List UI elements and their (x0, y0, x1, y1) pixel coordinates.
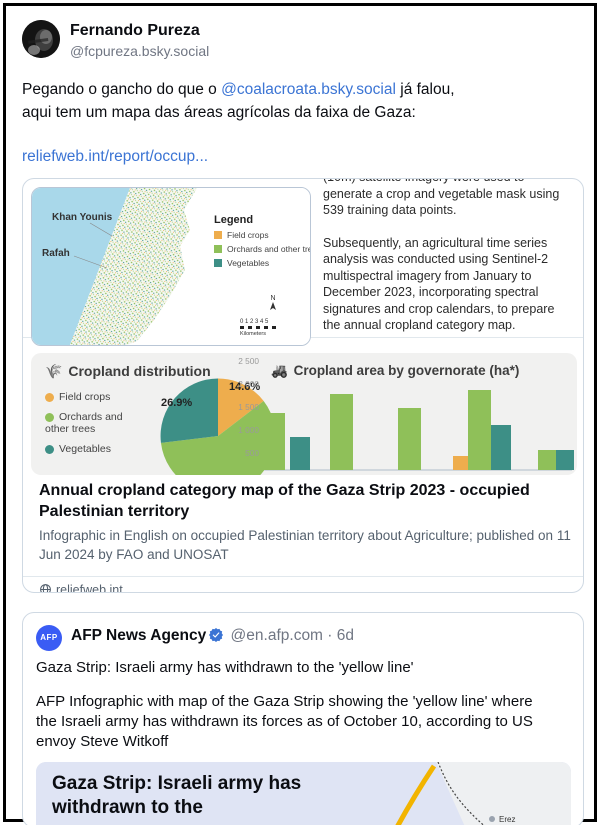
svg-text:N: N (270, 295, 275, 302)
svg-text:Orchards and other trees: Orchards and other trees (227, 244, 310, 254)
svg-text:Kilometers: Kilometers (240, 331, 266, 337)
svg-text:Khan Younis: Khan Younis (52, 212, 113, 223)
svg-text:500: 500 (245, 448, 259, 458)
svg-text:Rafah: Rafah (42, 248, 70, 259)
svg-text:1 500: 1 500 (238, 402, 259, 412)
svg-text:Field crops: Field crops (227, 230, 269, 240)
svg-text:0 1 2 3 4 5: 0 1 2 3 4 5 (240, 319, 269, 325)
svg-text:1 000: 1 000 (238, 425, 259, 435)
svg-text:Erez: Erez (499, 815, 515, 824)
svg-text:Vegetables: Vegetables (227, 258, 269, 268)
svg-text:2 000: 2 000 (238, 379, 259, 389)
svg-text:Legend: Legend (214, 214, 253, 226)
svg-text:2 500: 2 500 (238, 356, 259, 366)
